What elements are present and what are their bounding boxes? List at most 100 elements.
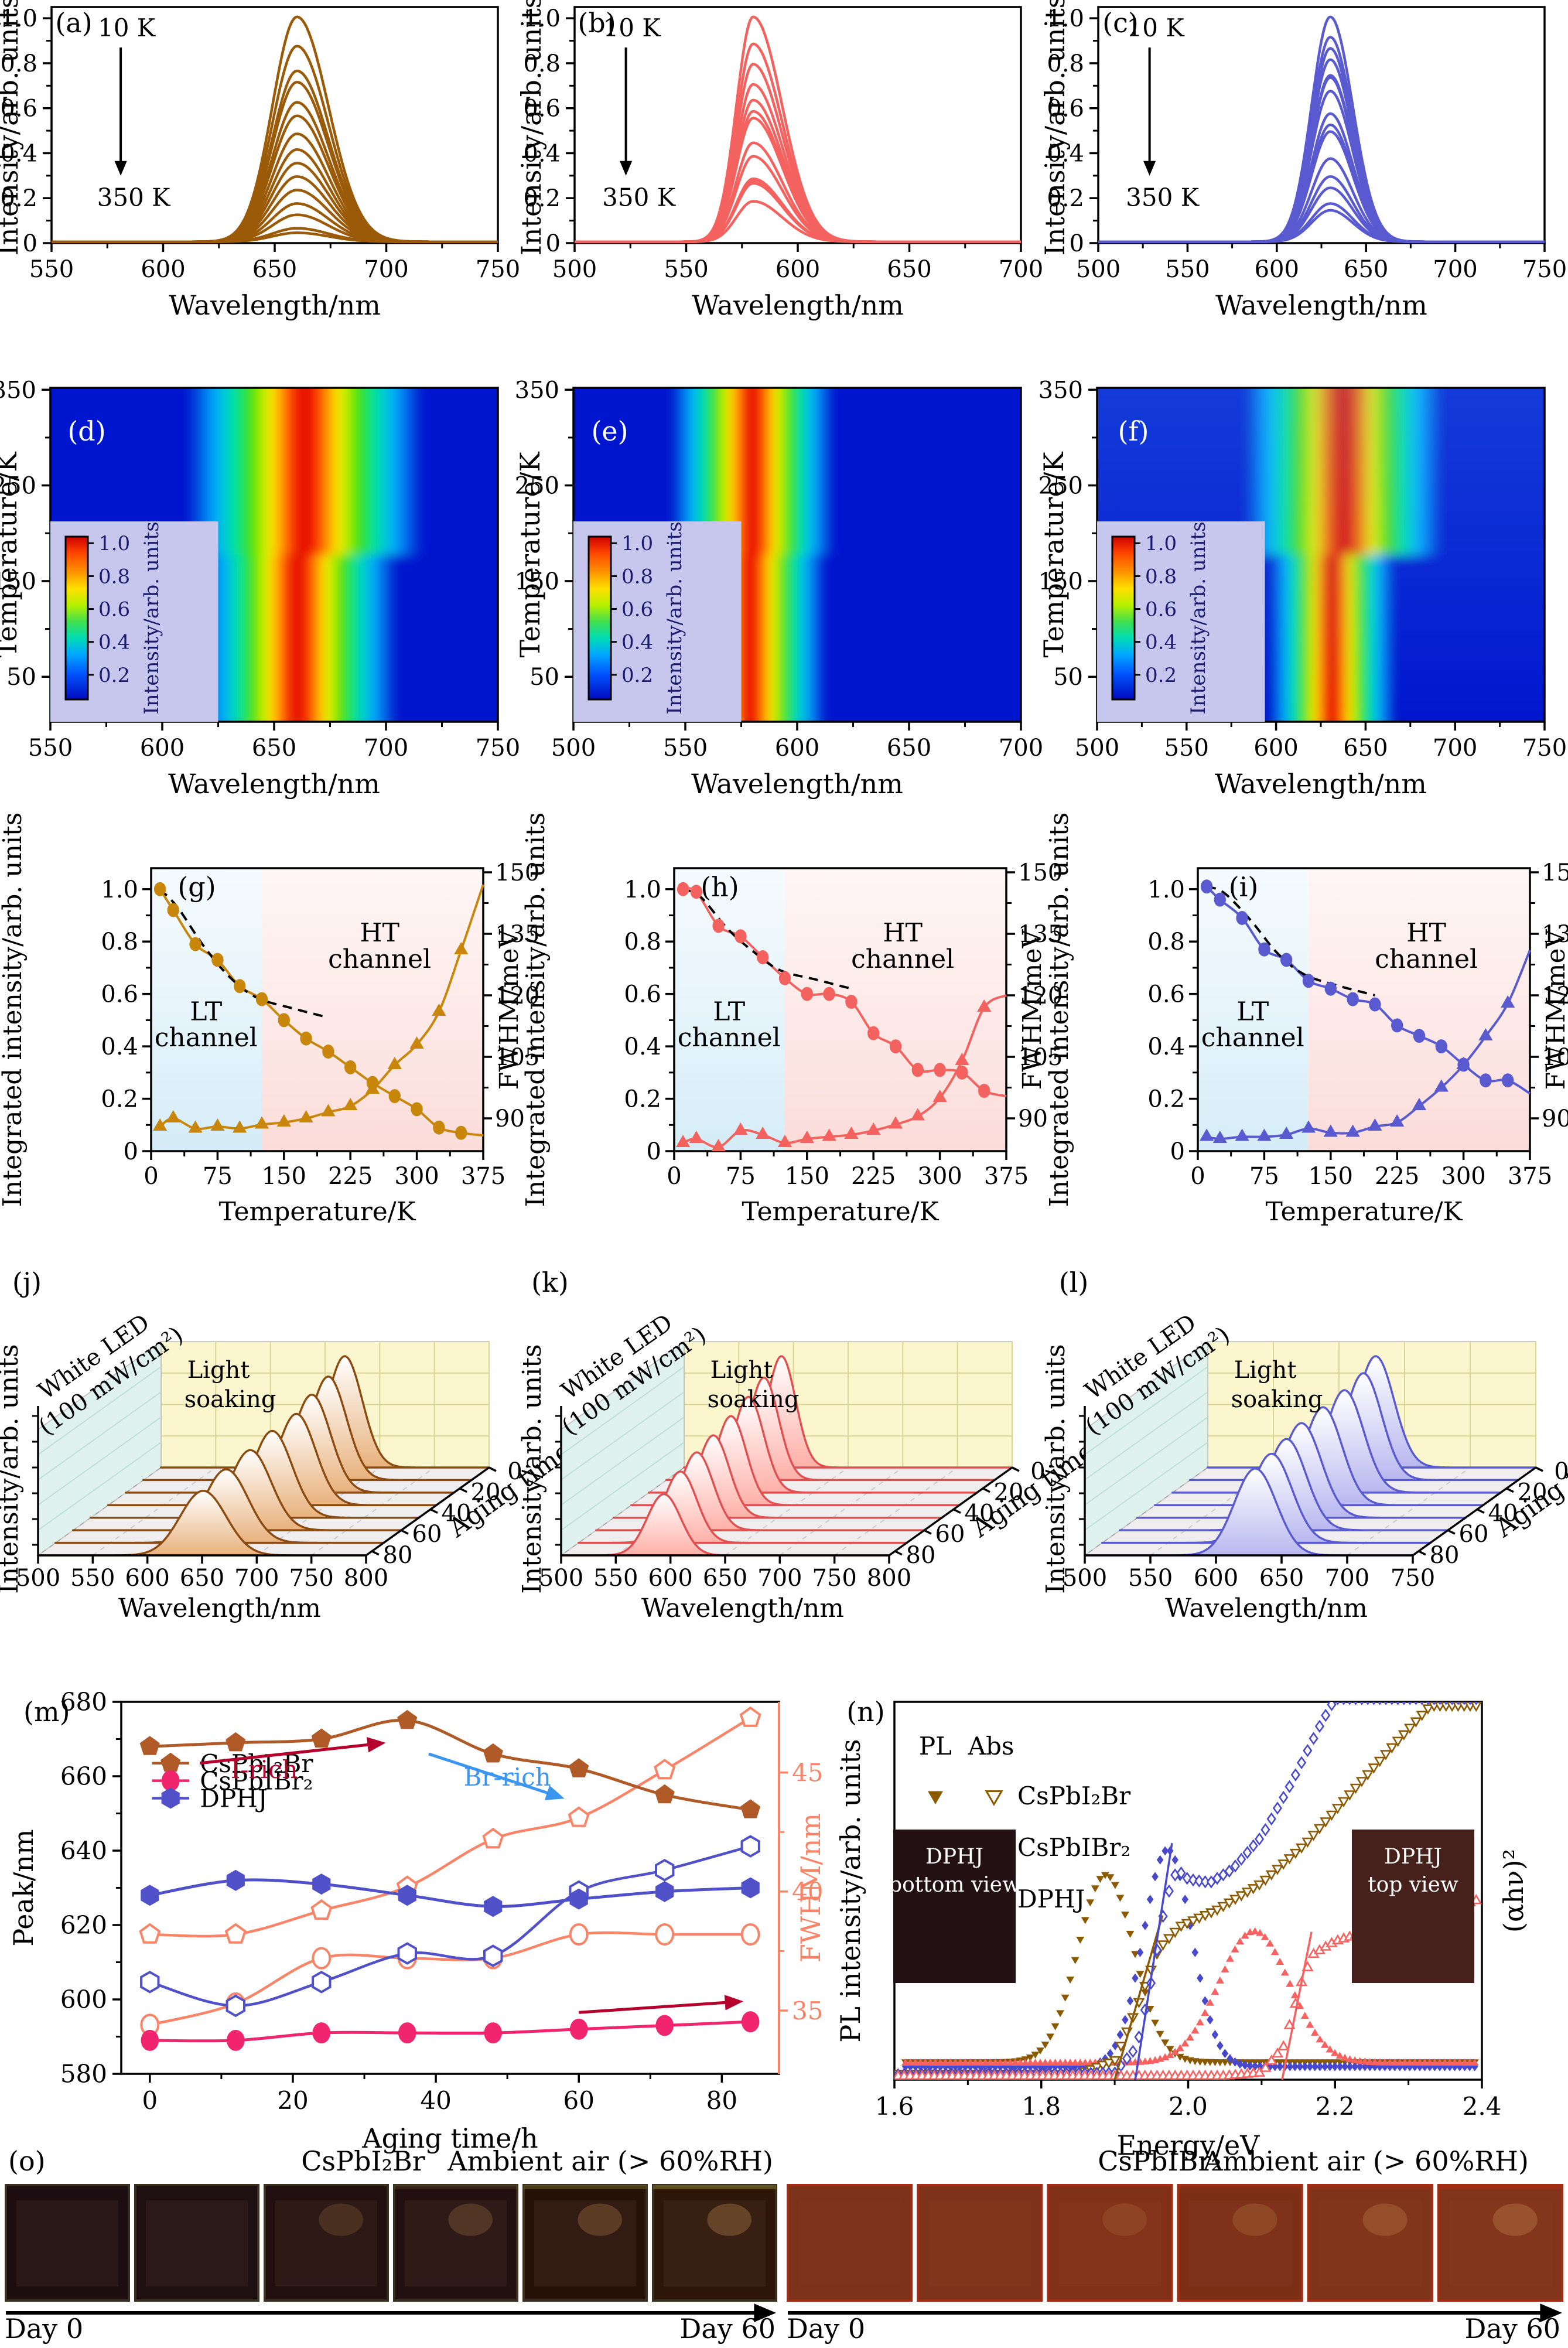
svg-text:600: 600 [140,735,185,762]
svg-text:90: 90 [1542,1105,1568,1132]
svg-text:105: 105 [495,1044,539,1071]
svg-text:60: 60 [1459,1521,1489,1548]
o1-day-end: Day 60 [679,2313,776,2344]
svg-text:105: 105 [1018,1044,1063,1071]
svg-text:channel: channel [1375,944,1478,974]
svg-text:20: 20 [994,1479,1024,1506]
svg-text:0.2: 0.2 [523,185,561,212]
svg-text:300: 300 [394,1163,439,1190]
svg-text:40: 40 [442,1500,472,1527]
svg-text:600: 600 [60,1985,107,2014]
x-axis-label: Wavelength/nm [1165,1593,1368,1623]
temp-end-label: 350 K [97,183,172,212]
fwhm-series-line [149,1931,751,2026]
svg-text:150: 150 [1018,859,1063,886]
legend-entry: DPHJ [200,1784,267,1813]
x-axis-label: Wavelength/nm [118,1593,321,1623]
panel-letter: (f) [1118,415,1149,447]
peak-series-line [149,1878,751,1908]
legend-header-abs: Abs [968,1732,1014,1760]
colorbar [1111,535,1136,701]
svg-text:600: 600 [125,1565,169,1592]
svg-text:0.2: 0.2 [1145,664,1177,687]
x-axis-label: Temperature/K [1266,1197,1463,1227]
svg-text:0: 0 [1554,1458,1568,1485]
svg-text:500: 500 [1063,1565,1107,1592]
svg-text:90: 90 [495,1105,525,1132]
lt-channel-region [674,868,785,1151]
panel-letter: (n) [846,1696,885,1728]
colorbar-label: Intensity/arb. units [1187,521,1210,714]
svg-text:0.2: 0.2 [0,185,37,212]
svg-text:channel: channel [155,1023,258,1053]
svg-text:135: 135 [495,921,539,948]
svg-text:20: 20 [277,2086,308,2115]
svg-text:0.6: 0.6 [624,981,661,1008]
svg-text:700: 700 [999,735,1043,762]
svg-text:1.8: 1.8 [1022,2092,1061,2121]
svg-text:700: 700 [364,735,408,762]
svg-text:150: 150 [785,1163,829,1190]
svg-text:500: 500 [551,735,596,762]
svg-text:80: 80 [1430,1542,1460,1569]
film-photo [1047,2184,1173,2302]
svg-text:75: 75 [203,1163,233,1190]
svg-text:channel: channel [328,944,431,974]
o2-day-start: Day 0 [787,2313,866,2344]
svg-text:bottom view: bottom view [889,1873,1020,1897]
svg-text:0.8: 0.8 [1047,50,1084,77]
y-axis-label: Intensity/arb. units [1039,0,1071,255]
svg-text:0: 0 [124,1138,138,1165]
temp-start-label: 10 K [1127,13,1186,42]
x-axis-label: Temperature/K [219,1197,416,1227]
y-axis-label: Intensity/arb. units [0,0,24,255]
panel-o-letter: (o) [8,2145,46,2177]
svg-text:150: 150 [1038,568,1083,595]
intensity-fit-curve [682,887,1007,1098]
ht-channel-label: HT [360,918,399,948]
svg-text:0: 0 [1190,1163,1205,1190]
film-photo [134,2184,259,2302]
svg-text:350: 350 [515,377,559,404]
svg-text:550: 550 [664,256,708,283]
svg-text:600: 600 [648,1565,692,1592]
film-photo [264,2184,389,2302]
colorbar [64,535,89,701]
svg-text:top view: top view [1368,1873,1458,1897]
legend-entry: CsPbIBr₂ [200,1767,313,1796]
svg-text:650: 650 [1343,735,1388,762]
svg-text:650: 650 [1344,256,1388,283]
panel-h-intensity-fwhm: 0 75 150 225 300 375 0 0.2 0.4 0.6 0.8 1.0 90 105 120 1… [521,782,1063,1227]
x-axis-label: Wavelength/nm [1215,768,1427,800]
legend-entry: CsPbIBr₂ [1017,1833,1130,1862]
svg-text:40: 40 [792,1878,823,1906]
svg-text:1.0: 1.0 [1145,532,1177,555]
svg-text:620: 620 [60,1911,107,1940]
panel-i-intensity-fwhm: 0 75 150 225 300 375 0 0.2 0.4 0.6 0.8 1.0 90 105 120 1… [1044,782,1568,1227]
dphj-bottom-view-photo [893,1830,1016,1983]
x-axis-label: Wavelength/nm [691,768,903,800]
svg-text:700: 700 [1433,256,1477,283]
svg-text:0.2: 0.2 [98,664,130,687]
svg-text:0: 0 [647,1138,661,1165]
svg-text:0.2: 0.2 [624,1086,661,1113]
svg-text:0.4: 0.4 [0,140,37,167]
svg-text:0.6: 0.6 [1147,981,1185,1008]
svg-text:soaking: soaking [1231,1386,1323,1413]
svg-text:80: 80 [906,1542,936,1569]
svg-text:1.0: 1.0 [621,532,653,555]
svg-text:150: 150 [0,568,36,595]
panel-letter: (k) [531,1267,569,1298]
svg-text:750: 750 [476,256,520,283]
svg-text:1.0: 1.0 [98,532,130,555]
peak-series-line [149,1718,751,1811]
y-axis-label: Peak/nm [8,1829,39,1946]
panel-n-canvas: 1.6 1.8 2.0 2.2 2.4 Energy/eV PL intensity/arb… [835,1696,1529,2161]
lt-channel-label: LT [713,996,745,1026]
svg-text:0.8: 0.8 [101,929,138,955]
legend-entry: DPHJ [1017,1885,1085,1913]
film-photo [1307,2184,1433,2302]
svg-text:2.2: 2.2 [1316,2092,1355,2121]
svg-text:650: 650 [887,735,931,762]
